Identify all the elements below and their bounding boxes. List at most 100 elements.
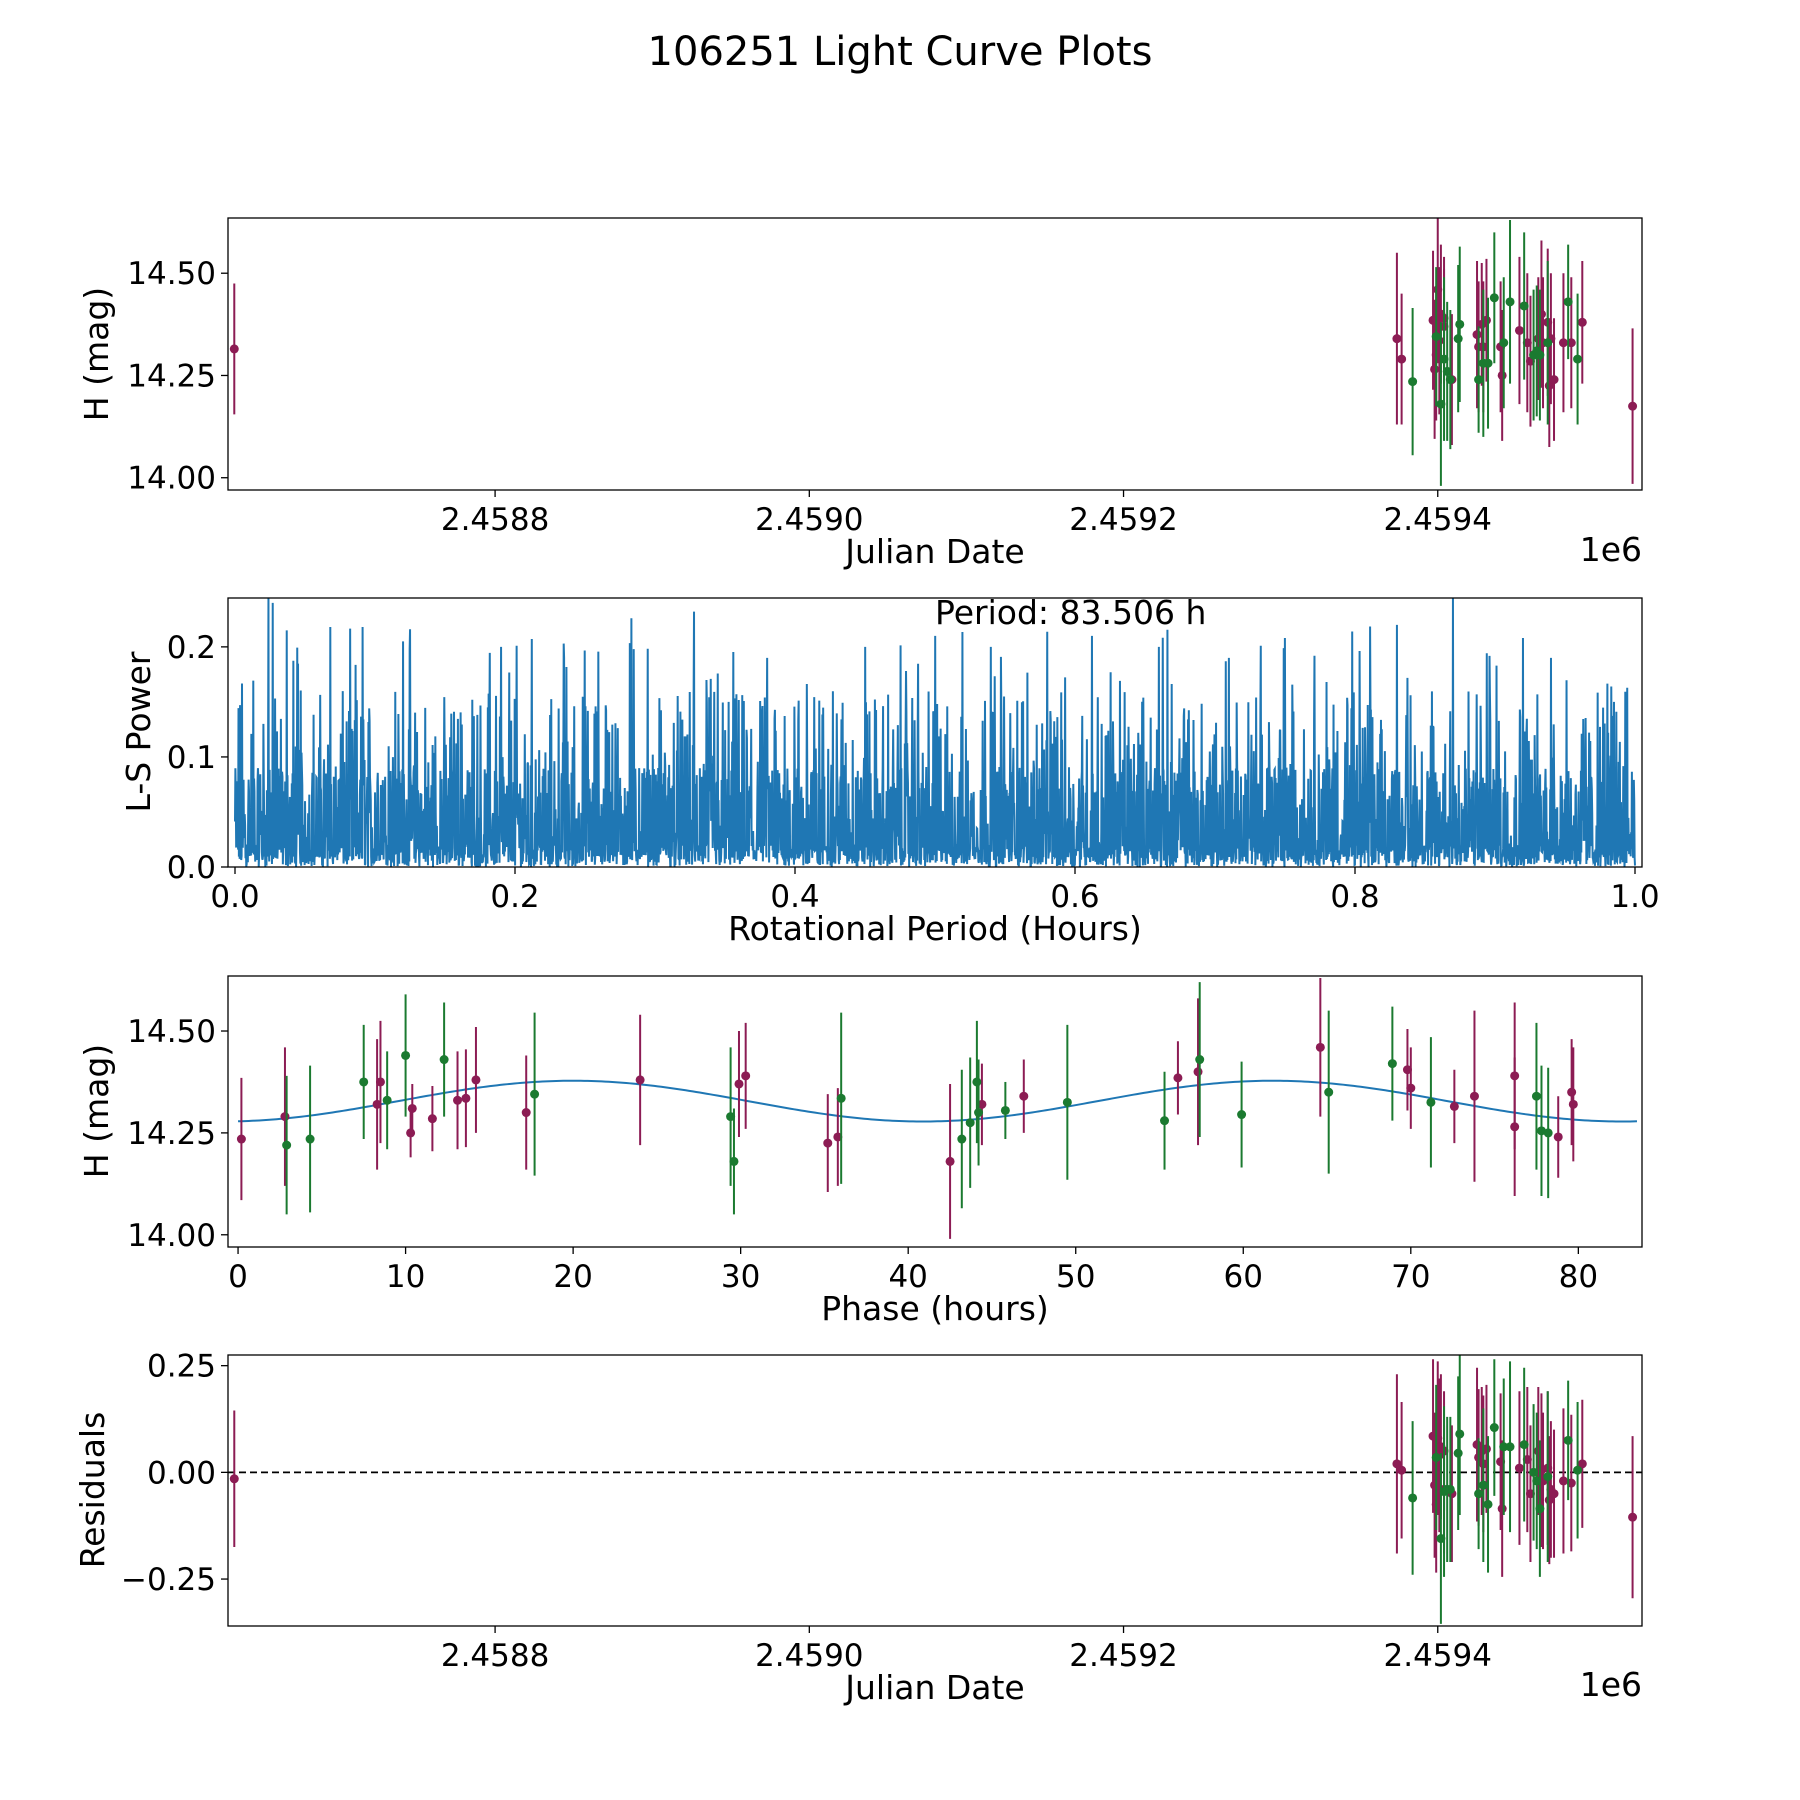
data-marker	[406, 1128, 416, 1138]
data-marker	[1453, 334, 1463, 344]
phased-xtick-label: 30	[721, 1259, 760, 1295]
phased-point-maroon	[1510, 1002, 1520, 1150]
data-marker	[1519, 1440, 1529, 1450]
phased-point-green	[1387, 1006, 1397, 1121]
phased-point-green	[530, 1012, 540, 1176]
lightcurve-point-green	[1453, 265, 1463, 413]
lightcurve-point-green	[1489, 232, 1499, 364]
phased-panel: 0 10 20 30 40 50 60 70 80 14.00 14.25 14.50 Phase (…	[77, 975, 1643, 1328]
data-marker	[1449, 1101, 1459, 1111]
phased-point-green	[974, 1059, 984, 1166]
lightcurve-point-maroon	[1397, 293, 1407, 425]
data-marker	[1195, 1055, 1205, 1065]
periodogram-xtick-label: 0.8	[1330, 879, 1379, 915]
lightcurve-point-maroon	[1577, 260, 1587, 384]
residuals-point-green	[1408, 1421, 1418, 1575]
data-marker	[833, 1132, 843, 1142]
residuals-point-green	[1563, 1380, 1573, 1501]
data-marker	[1483, 358, 1493, 368]
residuals-point-maroon	[1397, 1401, 1407, 1539]
residuals-point-maroon	[1628, 1436, 1638, 1599]
residuals-point-green	[1478, 1408, 1488, 1562]
data-marker	[977, 1099, 987, 1109]
data-marker	[1577, 317, 1587, 327]
data-marker	[1543, 1128, 1553, 1138]
phased-xtick-label: 10	[386, 1259, 425, 1295]
phased-point-maroon	[1402, 1028, 1412, 1111]
data-marker	[1568, 1099, 1578, 1109]
data-marker	[1536, 309, 1546, 319]
residuals-xtick-label: 2.4592	[1069, 1638, 1177, 1674]
data-marker	[1237, 1110, 1247, 1120]
phased-ytick-label: 14.25	[127, 1116, 216, 1152]
phased-point-maroon	[461, 1049, 471, 1148]
data-marker	[1408, 1493, 1418, 1503]
lightcurve-xtick-label: 2.4594	[1384, 502, 1492, 538]
phased-point-maroon	[1567, 1039, 1577, 1146]
data-marker	[1406, 1083, 1416, 1093]
residuals-point-maroon	[1447, 1425, 1457, 1562]
lightcurve-xtick-label: 2.4590	[755, 502, 863, 538]
data-marker	[1430, 364, 1440, 374]
lightcurve-point-maroon	[1497, 310, 1507, 441]
lightcurve-point-maroon	[1392, 252, 1402, 425]
residuals-xtick-label: 2.4590	[755, 1638, 863, 1674]
lightcurve-xtick-label: 2.4588	[441, 502, 549, 538]
lightcurve-ytick-label: 14.50	[127, 256, 216, 292]
phased-point-maroon	[236, 1077, 246, 1201]
data-marker	[1628, 401, 1638, 411]
data-marker	[734, 1079, 744, 1089]
residuals-marks	[228, 1355, 1642, 1624]
phased-point-maroon	[1568, 1047, 1578, 1162]
residuals-point-green	[1519, 1367, 1529, 1522]
phased-xtick-label: 80	[1559, 1259, 1598, 1295]
data-marker	[974, 1108, 984, 1118]
residuals-xtick-label: 2.4594	[1384, 1638, 1492, 1674]
phased-point-green	[305, 1065, 315, 1213]
residuals-xtick-label: 2.4588	[441, 1638, 549, 1674]
data-marker	[1453, 1448, 1463, 1458]
lightcurve-point-maroon	[229, 283, 239, 415]
data-marker	[729, 1156, 739, 1166]
phased-point-maroon	[453, 1051, 463, 1150]
phased-model-curve	[238, 1079, 1637, 1123]
residuals-ytick-label: 0.25	[147, 1349, 216, 1385]
residuals-point-green	[1489, 1359, 1499, 1496]
data-marker	[1567, 1087, 1577, 1097]
phased-marks	[236, 978, 1637, 1239]
residuals-point-maroon	[1544, 1436, 1554, 1565]
data-marker	[972, 1077, 982, 1087]
data-marker	[1426, 1097, 1436, 1107]
lightcurve-point-maroon	[1472, 260, 1482, 409]
periodogram-ytick-label: 0.1	[167, 740, 216, 776]
phased-point-maroon	[833, 1088, 843, 1186]
lightcurve-point-green	[1519, 232, 1529, 380]
data-marker	[1445, 1484, 1455, 1494]
data-marker	[1573, 1465, 1583, 1475]
data-marker	[1387, 1059, 1397, 1069]
phased-point-green	[836, 1012, 846, 1184]
phased-point-green	[1000, 1081, 1010, 1140]
data-marker	[1549, 375, 1559, 385]
residuals-point-maroon	[1472, 1367, 1482, 1522]
phased-point-maroon	[635, 1014, 645, 1146]
phased-point-green	[439, 1002, 449, 1117]
data-marker	[1402, 1065, 1412, 1075]
periodogram-panel: 0.0 0.2 0.4 0.6 0.8 1.0 0.0 0.1 0.2 Period: 83.5…	[119, 593, 1660, 948]
data-marker	[1392, 1459, 1402, 1469]
phased-xlabel: Phase (hours)	[821, 1289, 1049, 1328]
data-marker	[1431, 332, 1441, 342]
data-marker	[372, 1099, 382, 1109]
data-marker	[1543, 338, 1553, 348]
data-marker	[1543, 1472, 1553, 1482]
data-marker	[1483, 1499, 1493, 1509]
data-marker	[471, 1075, 481, 1085]
periodogram-marks	[234, 598, 1636, 867]
data-marker	[836, 1093, 846, 1103]
data-marker	[1628, 1512, 1638, 1522]
data-marker	[1577, 1459, 1587, 1469]
phased-point-maroon	[407, 1083, 417, 1133]
data-marker	[945, 1156, 955, 1166]
phased-point-green	[1237, 1061, 1247, 1168]
lightcurve-point-maroon	[1514, 256, 1524, 405]
